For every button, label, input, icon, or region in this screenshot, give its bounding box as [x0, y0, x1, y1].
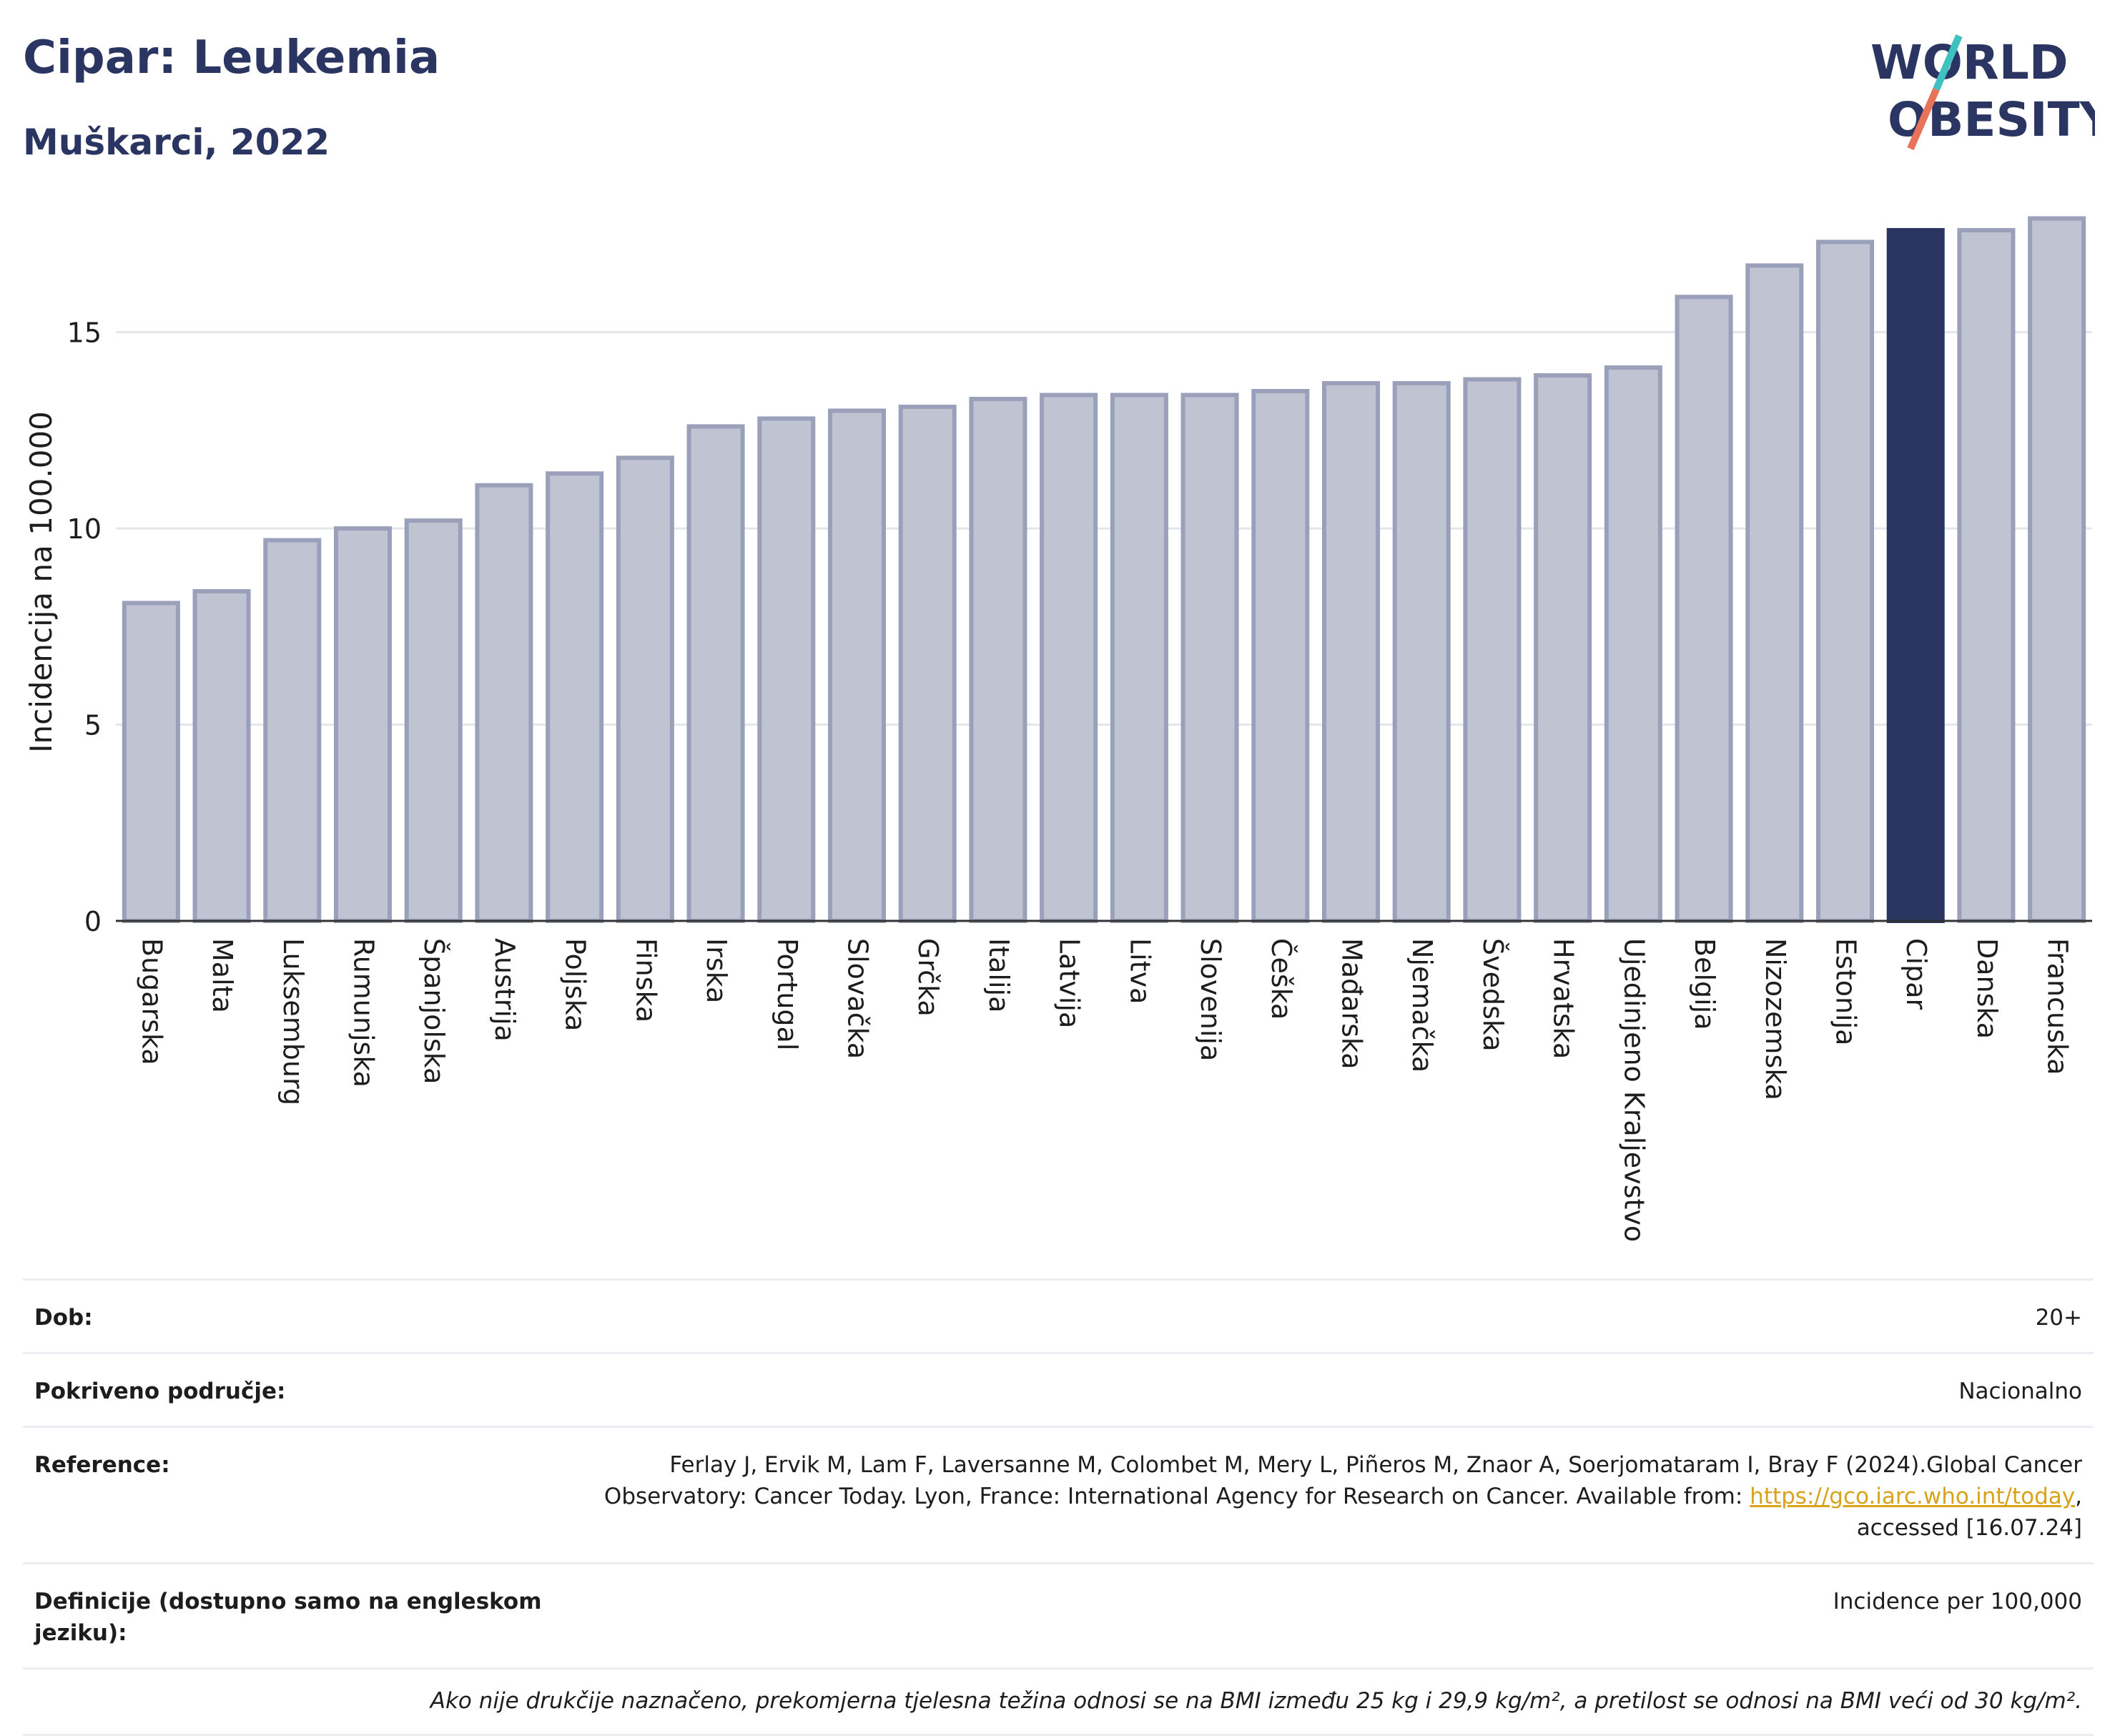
- bar: [1604, 365, 1662, 923]
- bar: [898, 404, 957, 923]
- bar: [475, 483, 533, 923]
- x-tick-label: Litva: [1124, 938, 1155, 1004]
- x-tick-label: Latvija: [1054, 938, 1085, 1028]
- y-tick-label: 10: [67, 513, 102, 545]
- reference-link[interactable]: https://gco.iarc.who.int/today: [1750, 1484, 2076, 1509]
- reference-text: Ferlay J, Ervik M, Lam F, Laversanne M, …: [603, 1452, 2082, 1509]
- bar: [122, 601, 180, 924]
- y-tick-label: 15: [67, 317, 102, 349]
- bar: [1110, 393, 1168, 923]
- x-tick-label: Rumunjska: [348, 938, 380, 1088]
- x-tick-label: Slovačka: [842, 938, 874, 1059]
- bar: [1180, 393, 1239, 923]
- x-tick-label: Austrija: [489, 938, 521, 1042]
- bar: [757, 416, 816, 923]
- x-tick-label: Malta: [207, 938, 238, 1013]
- x-tick-label: Nizozemska: [1760, 938, 1791, 1100]
- meta-row-definitions: Definicije (dostupno samo na engleskom j…: [23, 1562, 2094, 1667]
- bar: [546, 471, 604, 923]
- bar: [969, 396, 1027, 923]
- x-tick-label: Belgija: [1689, 938, 1720, 1030]
- page-subtitle: Muškarci, 2022: [23, 122, 330, 163]
- x-tick-label: Bugarska: [136, 938, 167, 1065]
- meta-value-area: Nacionalno: [1958, 1379, 2082, 1404]
- y-axis-label: Incidencija na 100.000: [24, 411, 59, 753]
- bar: [1321, 381, 1381, 923]
- x-tick-label: Hrvatska: [1548, 938, 1579, 1059]
- bar: [404, 518, 463, 923]
- bar: [1251, 389, 1310, 923]
- x-tick-label: Grčka: [912, 938, 944, 1017]
- x-tick-label: Češka: [1266, 938, 1297, 1020]
- x-tick-label: Irska: [701, 938, 732, 1003]
- bar: [1745, 263, 1804, 924]
- meta-label-age: Dob:: [34, 1305, 93, 1331]
- bar: [192, 588, 251, 924]
- x-tick-label: Mađarska: [1336, 938, 1368, 1070]
- bar: [2028, 216, 2086, 923]
- x-tick-label: Ujedinjeno Kraljevstvo: [1618, 938, 1650, 1242]
- x-tick-label: Španjolska: [418, 938, 450, 1084]
- x-tick-label: Luksemburg: [277, 938, 309, 1105]
- x-tick-label: Portugal: [771, 938, 803, 1050]
- meta-label-definitions: Definicije (dostupno samo na engleskom j…: [34, 1589, 542, 1646]
- meta-value-age: 20+: [2035, 1305, 2082, 1331]
- x-tick-label: Finska: [630, 938, 661, 1022]
- bar: [1534, 373, 1592, 923]
- meta-row-age: Dob: 20+: [23, 1278, 2094, 1352]
- meta-row-area: Pokriveno područje: Nacionalno: [23, 1352, 2094, 1426]
- bar: [333, 526, 393, 923]
- footnote: Ako nije drukčije naznačeno, prekomjerna…: [23, 1667, 2094, 1736]
- x-tick-label: Francuska: [2042, 938, 2074, 1075]
- x-tick-label: Estonija: [1830, 938, 1862, 1045]
- bar-chart: 0 5 10 15 Bugarska Malta Luksemburg Rumunjska Šp…: [24, 216, 2092, 1242]
- bar: [827, 408, 887, 923]
- x-tick-label: Švedska: [1477, 938, 1509, 1052]
- x-tick-label: Danska: [1971, 938, 2003, 1039]
- bar: [1675, 295, 1733, 923]
- x-tick-label: Slovenija: [1195, 938, 1226, 1061]
- world-obesity-logo: WORLD OBESITY: [1870, 34, 2095, 150]
- bar: [1392, 381, 1451, 923]
- bar: [263, 538, 322, 923]
- metadata-table: Dob: 20+ Pokriveno područje: Nacionalno …: [23, 1278, 2094, 1736]
- bar: [1815, 240, 1875, 923]
- bar: [1463, 377, 1522, 923]
- x-tick-label: Cipar: [1900, 938, 1932, 1010]
- bar: [686, 424, 745, 923]
- y-tick-label: 5: [84, 710, 102, 741]
- y-tick-label: 0: [84, 906, 102, 937]
- bar: [1957, 227, 2016, 923]
- logo-slash-coral: [1907, 88, 1940, 150]
- meta-label-reference: Reference:: [34, 1452, 170, 1478]
- logo-slash-teal: [1933, 34, 1963, 91]
- page-title: Cipar: Leukemia: [23, 31, 440, 84]
- meta-value-reference: Ferlay J, Ervik M, Lam F, Laversanne M, …: [563, 1449, 2082, 1544]
- x-tick-label: Njemačka: [1406, 938, 1438, 1072]
- x-tick-label: Poljska: [560, 938, 591, 1031]
- x-tick-label: Italija: [983, 938, 1015, 1012]
- reference-accessed: , accessed [16.07.24]: [1856, 1484, 2082, 1541]
- meta-value-definitions: Incidence per 100,000: [1833, 1589, 2082, 1614]
- bar-highlight: [1886, 227, 1945, 923]
- meta-label-area: Pokriveno područje:: [34, 1379, 286, 1404]
- bar: [616, 455, 674, 923]
- logo-text-world: WORLD: [1870, 35, 2069, 90]
- bar: [1040, 393, 1098, 923]
- meta-row-reference: Reference: Ferlay J, Ervik M, Lam F, Lav…: [23, 1426, 2094, 1562]
